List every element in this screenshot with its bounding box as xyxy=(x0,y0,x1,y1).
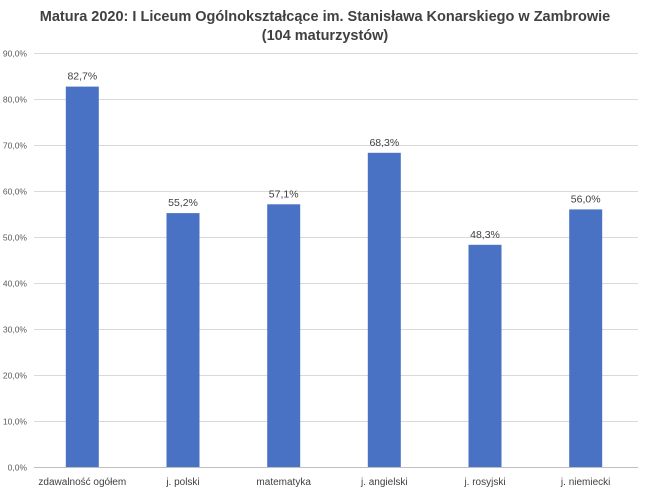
y-axis-tick-labels: 0,0% 10,0% 20,0% 30,0% 40,0% 50,0% 60,0% 70,0% 8… xyxy=(3,49,28,473)
bars xyxy=(65,86,603,468)
y-tick-label: 90,0% xyxy=(3,49,28,59)
data-label: 48,3% xyxy=(470,229,500,241)
x-axis-category-labels: zdawalność ogółem j. polski matematyka j. a… xyxy=(38,477,610,488)
y-tick-label: 50,0% xyxy=(3,233,28,243)
category-label: zdawalność ogółem xyxy=(38,477,126,488)
bar xyxy=(65,86,99,467)
chart-title-line-1: Matura 2020: I Liceum Ogólnokształcące i… xyxy=(40,9,611,25)
y-tick-label: 60,0% xyxy=(3,187,28,197)
category-label: j. angielski xyxy=(360,477,408,488)
y-tick-label: 0,0% xyxy=(8,463,28,473)
data-label: 57,1% xyxy=(269,188,299,200)
y-tick-label: 10,0% xyxy=(3,417,28,427)
y-tick-label: 70,0% xyxy=(3,141,28,151)
data-labels: 82,7% 55,2% 57,1% 68,3% 48,3% 56,0% xyxy=(67,71,600,241)
data-label: 82,7% xyxy=(67,71,97,83)
category-label: matematyka xyxy=(256,477,311,488)
y-tick-label: 80,0% xyxy=(3,95,28,105)
y-tick-label: 20,0% xyxy=(3,371,28,381)
bar xyxy=(468,244,502,467)
y-tick-label: 30,0% xyxy=(3,325,28,335)
bar xyxy=(267,204,301,468)
data-label: 56,0% xyxy=(571,193,601,205)
gridlines xyxy=(34,53,638,468)
category-label: j. polski xyxy=(165,477,199,488)
data-label: 55,2% xyxy=(168,197,198,209)
chart-title-line-2: (104 maturzystów) xyxy=(262,28,389,44)
y-tick-label: 40,0% xyxy=(3,279,28,289)
category-label: j. rosyjski xyxy=(463,477,505,488)
bar xyxy=(367,152,401,468)
category-label: j. niemiecki xyxy=(560,477,610,488)
bar xyxy=(569,209,603,467)
bar xyxy=(166,213,200,467)
data-label: 68,3% xyxy=(369,137,399,149)
